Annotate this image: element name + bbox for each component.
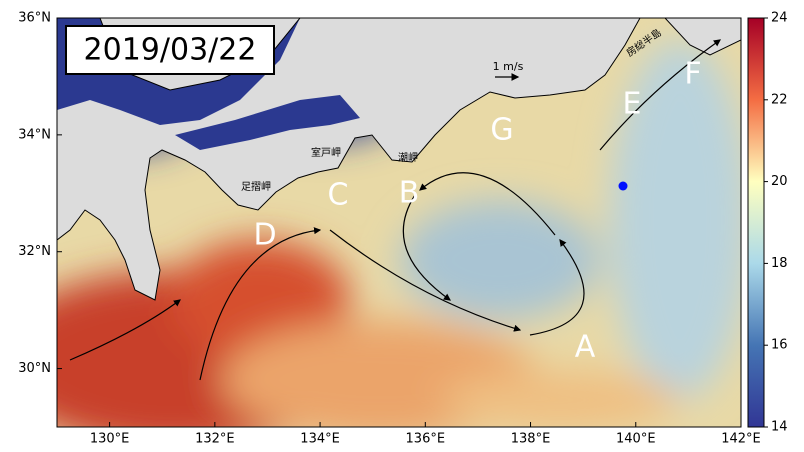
date-box: [65, 25, 275, 75]
colorbar-tick-label: 24: [771, 11, 788, 26]
region-label: F: [684, 57, 701, 92]
region-label: C: [328, 178, 349, 213]
x-tick-label: 130°E: [90, 432, 130, 447]
scale-label: 1 m/s: [493, 60, 524, 73]
colorbar: [747, 17, 765, 428]
axes: 130°E 132°E 134°E 136°E 138°E 140°E 142°E 30°N 3…: [18, 11, 787, 447]
colorbar-tick-label: 20: [771, 174, 788, 189]
region-label: E: [623, 87, 642, 122]
sst-field: [57, 18, 741, 427]
colorbar-tick-label: 16: [771, 338, 788, 353]
y-tick-label: 34°N: [18, 127, 51, 142]
region-label: D: [253, 218, 276, 253]
place-name: 潮岬: [398, 151, 418, 164]
colorbar-tick-label: 14: [771, 420, 788, 435]
x-tick-label: 138°E: [511, 432, 551, 447]
x-tick-label: 134°E: [300, 432, 340, 447]
date-label: 2019/03/22: [84, 33, 257, 68]
plot-frame: [56, 17, 742, 428]
region-label: B: [399, 176, 420, 211]
y-tick-label: 36°N: [18, 11, 51, 26]
place-name: 足摺岬: [241, 180, 271, 193]
region-label: A: [575, 330, 596, 365]
x-tick-label: 142°E: [721, 432, 761, 447]
x-tick-label: 140°E: [616, 432, 656, 447]
colorbar-tick-label: 18: [771, 256, 788, 271]
colorbar-tick-label: 22: [771, 92, 788, 107]
place-name: 室戸岬: [311, 146, 341, 159]
x-tick-label: 136°E: [406, 432, 446, 447]
y-tick-label: 32°N: [18, 244, 51, 259]
y-tick-label: 30°N: [18, 361, 51, 376]
station-marker: [618, 181, 628, 191]
x-tick-label: 132°E: [195, 432, 235, 447]
region-label: G: [490, 113, 513, 148]
